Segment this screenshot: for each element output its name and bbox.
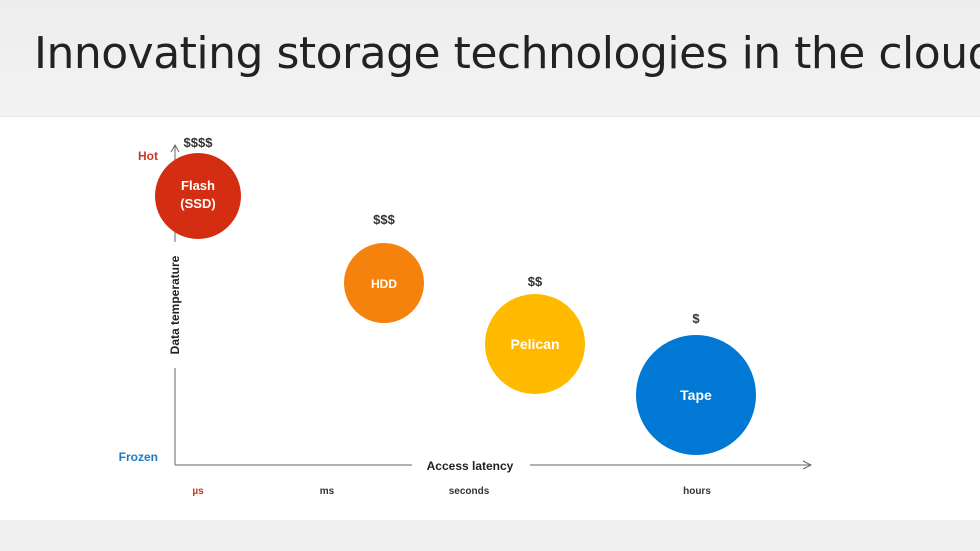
tape-bubble bbox=[636, 335, 756, 455]
pelican-bubble bbox=[485, 294, 585, 394]
x-tick-microseconds: µs bbox=[192, 486, 204, 497]
pelican-label: Pelican bbox=[510, 336, 559, 352]
y-axis-arrowhead bbox=[170, 143, 180, 153]
tape-label: Tape bbox=[680, 387, 712, 403]
flash-cost: $$$$ bbox=[184, 135, 214, 150]
x-axis-label: Access latency bbox=[427, 459, 514, 473]
flash-label-line1: Flash bbox=[181, 178, 215, 193]
frozen-label: Frozen bbox=[119, 450, 158, 464]
y-axis-label: Data temperature bbox=[168, 255, 182, 354]
x-tick-milliseconds: ms bbox=[320, 486, 335, 497]
x-tick-seconds: seconds bbox=[449, 486, 490, 497]
flash-ssd-bubble bbox=[155, 153, 241, 239]
pelican-cost: $$ bbox=[528, 274, 543, 289]
x-axis-arrowhead bbox=[802, 460, 813, 470]
title-band: Innovating storage technologies in the c… bbox=[0, 0, 980, 117]
footer-band bbox=[0, 520, 980, 551]
x-tick-hours: hours bbox=[683, 486, 711, 497]
slide-title: Innovating storage technologies in the c… bbox=[34, 28, 980, 79]
flash-label-line2: (SSD) bbox=[180, 196, 215, 211]
hot-label: Hot bbox=[138, 149, 158, 163]
hdd-cost: $$$ bbox=[373, 212, 395, 227]
tape-cost: $ bbox=[692, 311, 700, 326]
hdd-bubble bbox=[344, 243, 424, 323]
hdd-label: HDD bbox=[371, 277, 397, 291]
